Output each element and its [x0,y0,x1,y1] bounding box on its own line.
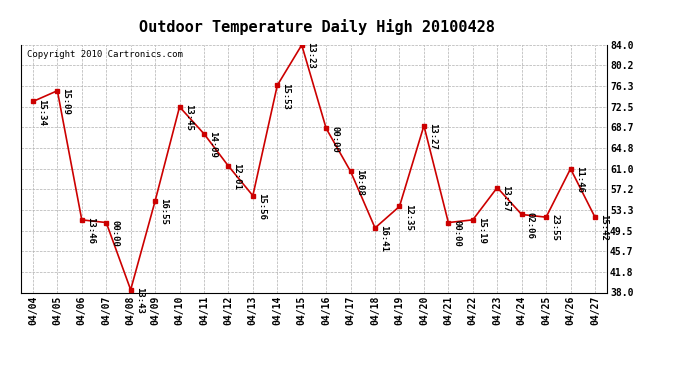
Text: 13:57: 13:57 [502,185,511,211]
Text: 16:41: 16:41 [380,225,388,252]
Text: 14:09: 14:09 [208,131,217,158]
Text: 13:23: 13:23 [306,42,315,69]
Text: 00:00: 00:00 [331,126,339,153]
Text: 11:46: 11:46 [575,166,584,193]
Text: 12:01: 12:01 [233,163,241,190]
Text: Outdoor Temperature Daily High 20100428: Outdoor Temperature Daily High 20100428 [139,19,495,35]
Text: 15:19: 15:19 [477,217,486,244]
Text: 15:56: 15:56 [257,193,266,220]
Text: 12:35: 12:35 [404,204,413,231]
Text: 13:43: 13:43 [135,287,144,314]
Text: 16:55: 16:55 [159,198,168,225]
Text: Copyright 2010 Cartronics.com: Copyright 2010 Cartronics.com [26,50,182,59]
Text: 13:27: 13:27 [428,123,437,150]
Text: 13:45: 13:45 [184,104,193,131]
Text: 23:55: 23:55 [550,214,560,241]
Text: 13:46: 13:46 [86,217,95,244]
Text: 00:00: 00:00 [453,220,462,247]
Text: 15:53: 15:53 [282,82,290,110]
Text: 15:42: 15:42 [599,214,608,241]
Text: 00:00: 00:00 [110,220,119,247]
Text: 02:06: 02:06 [526,212,535,238]
Text: 16:08: 16:08 [355,169,364,195]
Text: 15:09: 15:09 [61,88,70,115]
Text: 15:34: 15:34 [37,99,46,126]
